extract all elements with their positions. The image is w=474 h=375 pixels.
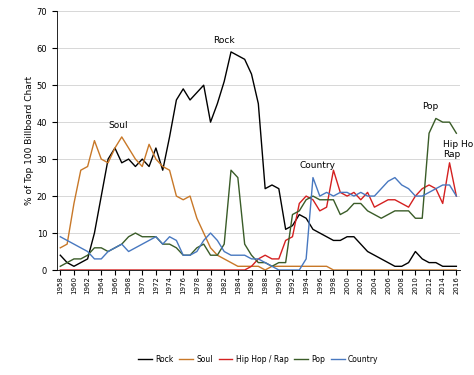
Rock <box>358 242 364 246</box>
Line: Hip Hop / Rap: Hip Hop / Rap <box>60 163 456 270</box>
Soul <box>71 201 77 206</box>
Pop <box>71 256 77 261</box>
Legend: Rock, Soul, Hip Hop / Rap, Pop, Country: Rock, Soul, Hip Hop / Rap, Pop, Country <box>135 351 382 366</box>
Soul <box>99 157 104 161</box>
Country <box>276 268 282 272</box>
Soul <box>126 146 131 150</box>
Y-axis label: % of Top 100 Billboard Chart: % of Top 100 Billboard Chart <box>25 76 34 205</box>
Country <box>57 234 63 239</box>
Text: Hip Hop
Rap: Hip Hop Rap <box>443 140 474 159</box>
Pop <box>99 246 104 250</box>
Hip Hop / Rap <box>454 194 459 198</box>
Rock <box>454 264 459 268</box>
Soul <box>119 135 125 139</box>
Text: Pop: Pop <box>422 102 438 111</box>
Soul <box>358 268 364 272</box>
Hip Hop / Rap <box>119 268 125 272</box>
Rock <box>78 260 83 265</box>
Country <box>310 176 316 180</box>
Soul <box>167 168 173 172</box>
Pop <box>119 242 125 246</box>
Country <box>71 242 77 246</box>
Pop <box>454 131 459 135</box>
Line: Pop: Pop <box>60 118 456 266</box>
Hip Hop / Rap <box>71 268 77 272</box>
Rock <box>71 264 77 268</box>
Country <box>262 260 268 265</box>
Rock <box>126 157 131 161</box>
Line: Rock: Rock <box>60 52 456 266</box>
Rock <box>57 253 63 258</box>
Pop <box>160 242 165 246</box>
Rock <box>167 135 173 139</box>
Country <box>160 242 165 246</box>
Text: Rock: Rock <box>213 36 235 45</box>
Soul <box>262 268 268 272</box>
Hip Hop / Rap <box>57 268 63 272</box>
Hip Hop / Rap <box>344 194 350 198</box>
Soul <box>57 246 63 250</box>
Country <box>119 242 125 246</box>
Soul <box>276 264 282 268</box>
Hip Hop / Rap <box>160 268 165 272</box>
Text: Country: Country <box>299 161 335 170</box>
Pop <box>57 264 63 268</box>
Country <box>99 256 104 261</box>
Hip Hop / Rap <box>447 160 452 165</box>
Pop <box>433 116 439 121</box>
Country <box>358 190 364 195</box>
Rock <box>105 157 111 161</box>
Line: Country: Country <box>60 178 456 270</box>
Hip Hop / Rap <box>262 253 268 258</box>
Hip Hop / Rap <box>99 268 104 272</box>
Text: Soul: Soul <box>108 120 128 129</box>
Rock <box>228 50 234 54</box>
Soul <box>454 268 459 272</box>
Line: Soul: Soul <box>60 137 456 270</box>
Pop <box>262 260 268 265</box>
Pop <box>344 209 350 213</box>
Rock <box>276 186 282 191</box>
Country <box>454 194 459 198</box>
